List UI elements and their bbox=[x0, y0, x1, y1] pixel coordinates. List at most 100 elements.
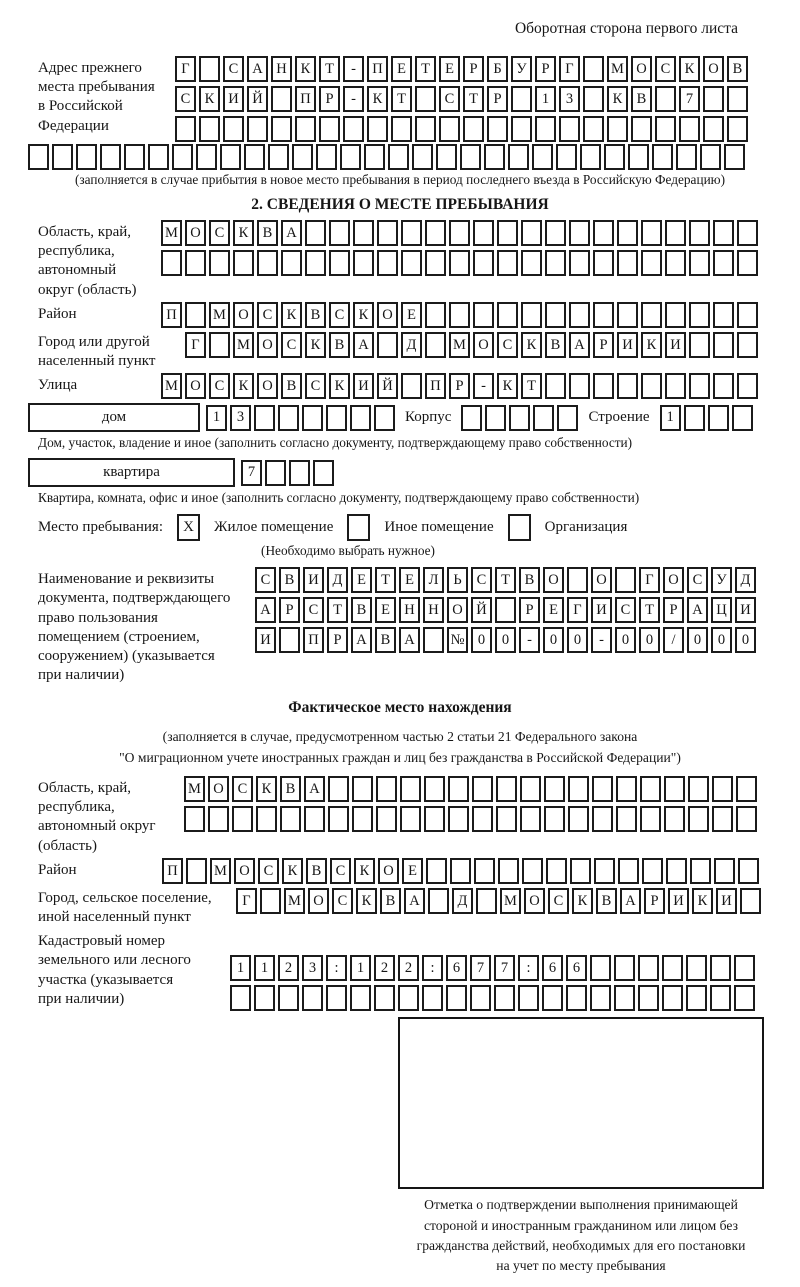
char-cell[interactable] bbox=[498, 857, 519, 884]
char-cell[interactable]: 1 bbox=[350, 955, 371, 982]
char-cell[interactable]: Й bbox=[247, 86, 268, 112]
char-cell[interactable] bbox=[727, 86, 748, 112]
char-cell[interactable] bbox=[604, 144, 625, 170]
char-cell[interactable] bbox=[734, 955, 755, 982]
char-cell[interactable] bbox=[559, 116, 580, 142]
char-cell[interactable]: К bbox=[305, 331, 326, 358]
char-cell[interactable] bbox=[412, 144, 433, 170]
char-cell[interactable] bbox=[326, 404, 347, 431]
char-cell[interactable] bbox=[313, 459, 334, 486]
char-cell[interactable] bbox=[470, 985, 491, 1012]
char-cell[interactable]: В bbox=[380, 887, 401, 914]
char-cell[interactable] bbox=[343, 116, 364, 142]
char-cell[interactable] bbox=[185, 250, 206, 276]
char-cell[interactable] bbox=[485, 404, 507, 431]
char-cell[interactable]: 1 bbox=[535, 86, 556, 112]
char-cell[interactable]: В bbox=[727, 56, 748, 82]
char-cell[interactable] bbox=[161, 250, 182, 276]
char-cell[interactable]: В bbox=[257, 220, 278, 246]
char-cell[interactable] bbox=[377, 331, 398, 358]
char-cell[interactable]: О bbox=[208, 776, 229, 803]
char-cell[interactable] bbox=[247, 116, 268, 142]
char-cell[interactable]: Т bbox=[463, 86, 484, 112]
char-cell[interactable] bbox=[487, 116, 508, 142]
char-cell[interactable] bbox=[367, 116, 388, 142]
char-cell[interactable]: К bbox=[354, 857, 375, 884]
char-cell[interactable]: И bbox=[716, 887, 737, 914]
char-cell[interactable] bbox=[569, 301, 590, 328]
char-cell[interactable]: 6 bbox=[566, 955, 587, 982]
char-cell[interactable]: В bbox=[280, 776, 301, 803]
char-cell[interactable] bbox=[545, 373, 566, 400]
char-cell[interactable]: А bbox=[399, 627, 420, 654]
char-cell[interactable]: 7 bbox=[241, 459, 262, 486]
char-cell[interactable] bbox=[428, 887, 449, 914]
char-cell[interactable] bbox=[329, 220, 350, 246]
char-cell[interactable]: В bbox=[279, 567, 300, 594]
char-cell[interactable]: С bbox=[303, 597, 324, 624]
char-cell[interactable] bbox=[376, 806, 397, 833]
char-cell[interactable] bbox=[509, 404, 531, 431]
char-cell[interactable]: О bbox=[631, 56, 652, 82]
char-cell[interactable] bbox=[616, 776, 637, 803]
char-cell[interactable] bbox=[607, 116, 628, 142]
char-cell[interactable] bbox=[676, 144, 697, 170]
char-cell[interactable] bbox=[679, 116, 700, 142]
char-cell[interactable]: Г bbox=[175, 56, 196, 82]
char-cell[interactable]: М bbox=[184, 776, 205, 803]
char-cell[interactable]: Е bbox=[402, 857, 423, 884]
char-cell[interactable]: 6 bbox=[446, 955, 467, 982]
char-cell[interactable] bbox=[734, 985, 755, 1012]
char-cell[interactable]: С bbox=[175, 86, 196, 112]
char-cell[interactable]: М bbox=[284, 887, 305, 914]
char-cell[interactable] bbox=[583, 116, 604, 142]
char-cell[interactable] bbox=[662, 955, 683, 982]
char-cell[interactable]: А bbox=[687, 597, 708, 624]
char-cell[interactable] bbox=[593, 301, 614, 328]
char-cell[interactable]: М bbox=[500, 887, 521, 914]
char-cell[interactable] bbox=[544, 776, 565, 803]
char-cell[interactable]: И bbox=[223, 86, 244, 112]
char-cell[interactable] bbox=[616, 806, 637, 833]
char-cell[interactable]: А bbox=[351, 627, 372, 654]
char-cell[interactable] bbox=[662, 985, 683, 1012]
char-cell[interactable] bbox=[364, 144, 385, 170]
char-cell[interactable]: С bbox=[330, 857, 351, 884]
char-cell[interactable]: Р bbox=[535, 56, 556, 82]
char-cell[interactable]: Р bbox=[663, 597, 684, 624]
char-cell[interactable] bbox=[377, 220, 398, 246]
char-cell[interactable] bbox=[304, 806, 325, 833]
char-cell[interactable] bbox=[641, 250, 662, 276]
char-cell[interactable]: А bbox=[353, 331, 374, 358]
char-cell[interactable]: - bbox=[473, 373, 494, 400]
char-cell[interactable]: 1 bbox=[230, 955, 251, 982]
char-cell[interactable]: К bbox=[679, 56, 700, 82]
char-cell[interactable]: В bbox=[631, 86, 652, 112]
char-cell[interactable] bbox=[185, 301, 206, 328]
char-cell[interactable] bbox=[230, 985, 251, 1012]
char-cell[interactable] bbox=[593, 373, 614, 400]
char-cell[interactable]: Т bbox=[391, 86, 412, 112]
char-cell[interactable] bbox=[700, 144, 721, 170]
char-cell[interactable] bbox=[232, 806, 253, 833]
char-cell[interactable] bbox=[400, 776, 421, 803]
char-cell[interactable] bbox=[124, 144, 145, 170]
char-cell[interactable]: Г bbox=[639, 567, 660, 594]
char-cell[interactable]: В bbox=[596, 887, 617, 914]
char-cell[interactable]: 2 bbox=[278, 955, 299, 982]
char-cell[interactable] bbox=[281, 250, 302, 276]
checkbox-residential[interactable]: X bbox=[177, 514, 200, 542]
char-cell[interactable]: А bbox=[404, 887, 425, 914]
char-cell[interactable] bbox=[665, 301, 686, 328]
char-cell[interactable]: Т bbox=[415, 56, 436, 82]
char-cell[interactable] bbox=[617, 373, 638, 400]
char-cell[interactable] bbox=[737, 301, 758, 328]
char-cell[interactable]: О bbox=[543, 567, 564, 594]
char-cell[interactable]: Д bbox=[452, 887, 473, 914]
char-cell[interactable] bbox=[450, 857, 471, 884]
char-cell[interactable]: С bbox=[548, 887, 569, 914]
char-cell[interactable] bbox=[350, 985, 371, 1012]
char-cell[interactable] bbox=[289, 459, 310, 486]
char-cell[interactable] bbox=[592, 776, 613, 803]
char-cell[interactable]: А bbox=[281, 220, 302, 246]
